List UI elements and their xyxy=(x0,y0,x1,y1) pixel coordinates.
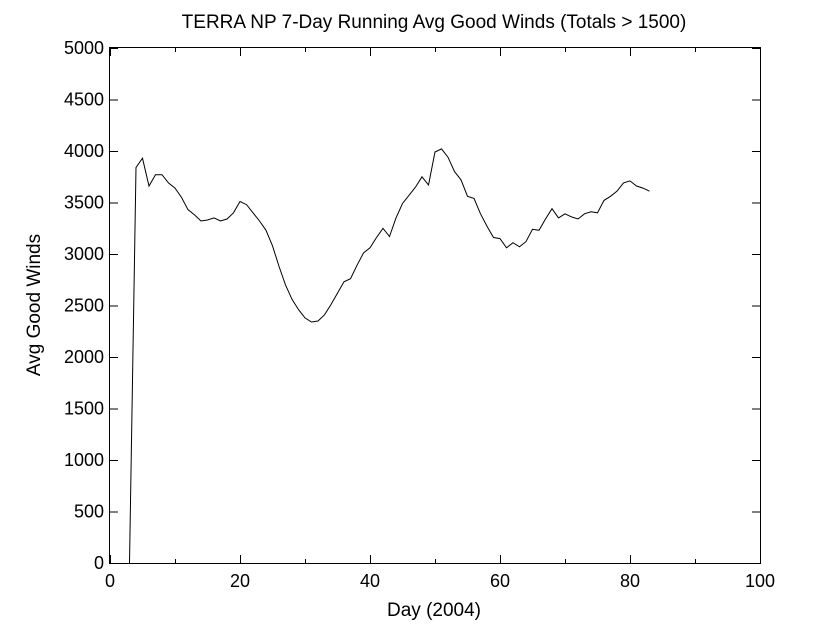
x-tick-label: 40 xyxy=(360,571,380,591)
y-tick-label: 5000 xyxy=(64,38,104,58)
y-tick-label: 2500 xyxy=(64,296,104,316)
y-tick-label: 2000 xyxy=(64,347,104,367)
x-tick-labels: 0 20 40 60 80 100 xyxy=(105,571,775,591)
y-tick-label: 1000 xyxy=(64,450,104,470)
y-tick-label: 3000 xyxy=(64,244,104,264)
x-tick-label: 60 xyxy=(490,571,510,591)
y-tick-label: 3500 xyxy=(64,193,104,213)
y-tick-label: 0 xyxy=(94,553,104,573)
y-tick-label: 4500 xyxy=(64,90,104,110)
y-tick-label: 4000 xyxy=(64,141,104,161)
x-tick-label: 0 xyxy=(105,571,115,591)
y-tick-label: 500 xyxy=(74,502,104,522)
y-tick-label: 1500 xyxy=(64,399,104,419)
y-tick-labels: 0 500 1000 1500 2000 2500 3000 3500 4000 4500 5000 xyxy=(64,38,104,573)
x-tick-label: 20 xyxy=(230,571,250,591)
axis-ticks xyxy=(110,48,761,564)
y-axis-label: Avg Good Winds xyxy=(24,234,45,376)
x-axis-label: Day (2004) xyxy=(387,600,481,621)
series-line-avg-good-winds xyxy=(129,148,650,564)
x-tick-label: 100 xyxy=(745,571,775,591)
x-tick-label: 80 xyxy=(620,571,640,591)
chart-title: TERRA NP 7-Day Running Avg Good Winds (T… xyxy=(182,12,687,33)
plot-frame xyxy=(109,47,761,564)
